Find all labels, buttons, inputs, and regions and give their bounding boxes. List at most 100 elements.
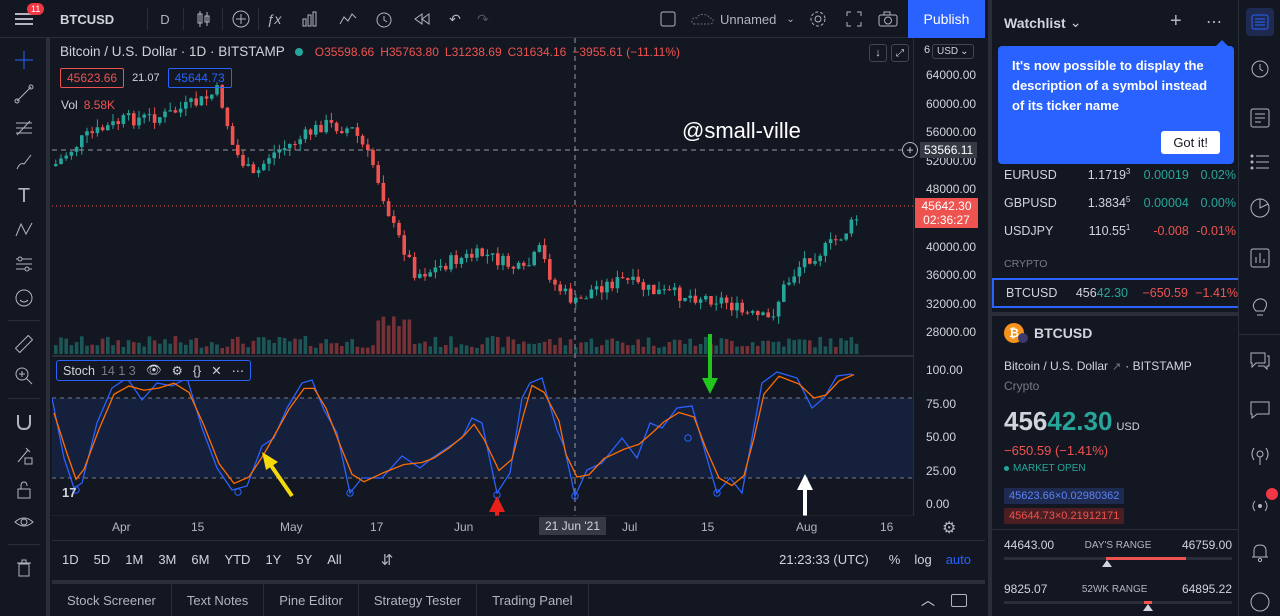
publish-button[interactable]: Publish <box>908 0 985 38</box>
gear-icon[interactable]: ⚙ <box>171 364 183 378</box>
bottom-tab[interactable]: Pine Editor <box>264 584 359 616</box>
sell-button[interactable]: 45623.66 <box>60 68 125 88</box>
range-button[interactable]: 3M <box>158 552 177 567</box>
calendar-list-icon[interactable] <box>1248 150 1272 177</box>
undo-icon[interactable]: ↶ <box>449 10 461 27</box>
collapse-icon[interactable]: ︿ <box>921 592 935 608</box>
expand-icon[interactable] <box>840 0 868 38</box>
bottom-tab[interactable]: Stock Screener <box>52 584 172 616</box>
chart-bars-icon[interactable] <box>1248 246 1272 273</box>
text-tool-icon[interactable]: T <box>17 184 31 207</box>
watchlist-header[interactable]: Watchlist ⌄ <box>1004 14 1081 31</box>
yellow-arrow-annotation <box>262 452 294 498</box>
watchlist-row[interactable]: EURUSD 1.17193 0.00019 0.02% <box>1004 161 1236 189</box>
last-price-value: 45642.30 <box>921 199 972 213</box>
menu-button[interactable]: 11 <box>0 0 50 38</box>
streams-icon[interactable] <box>1248 444 1272 471</box>
comments-icon[interactable] <box>1248 398 1272 425</box>
financials-icon[interactable] <box>296 0 324 38</box>
pattern-icon[interactable] <box>10 216 38 244</box>
lock-icon[interactable] <box>10 476 38 504</box>
percent-toggle[interactable]: % <box>888 552 901 567</box>
indicators-icon[interactable]: ƒx <box>266 11 282 27</box>
watchlist-row[interactable]: USDJPY 110.551 -0.008 -0.01% <box>1004 217 1236 245</box>
more-icon[interactable]: ⋯ <box>231 364 245 378</box>
interval-button[interactable]: D <box>160 11 170 27</box>
bottom-tab[interactable]: Trading Panel <box>477 584 589 616</box>
chart-pane[interactable]: Bitcoin / U.S. Dollar · 1D · BITSTAMP O3… <box>52 38 913 535</box>
pie-icon[interactable] <box>1248 196 1272 223</box>
log-toggle[interactable]: log <box>914 552 932 567</box>
close-icon[interactable]: ✕ <box>211 364 222 378</box>
settings-gear-icon[interactable] <box>804 0 832 38</box>
goto-date-icon[interactable]: ⇵ <box>380 551 394 569</box>
bottom-tab[interactable]: Strategy Tester <box>359 584 478 616</box>
stoch-marker <box>234 488 242 496</box>
plus-circle-icon[interactable]: + <box>902 142 918 158</box>
lock-drawing-icon[interactable] <box>10 442 38 470</box>
crypto-row-btcusd[interactable]: BTCUSD 45642.30 −650.59 −1.41% <box>992 278 1240 308</box>
price-axis[interactable]: 6 USD ⌄ 64000.00 60000.00 56000.00 52000.00 4… <box>902 38 985 537</box>
watchlist-row[interactable]: GBPUSD 1.38345 0.00004 0.00% <box>1004 189 1236 217</box>
got-it-button[interactable]: Got it! <box>1161 131 1220 154</box>
auto-toggle[interactable]: auto <box>945 552 971 567</box>
redo-icon[interactable]: ↷ <box>477 10 489 27</box>
lightbulb-icon[interactable] <box>1248 296 1272 323</box>
range-button[interactable]: YTD <box>224 552 251 567</box>
help-icon[interactable] <box>1248 590 1272 616</box>
ruler-icon[interactable] <box>10 330 38 358</box>
emoji-icon[interactable] <box>10 284 38 312</box>
settings-icon[interactable]: ⚙ <box>942 520 957 537</box>
maximize-icon[interactable]: ⤢ <box>891 44 909 62</box>
crosshair-icon[interactable] <box>10 46 38 74</box>
alert-icon[interactable] <box>370 0 398 38</box>
layout-name-button[interactable]: Unnamed ⌄ <box>690 0 800 38</box>
news-icon[interactable] <box>1248 106 1272 133</box>
eye-visibility-icon[interactable]: 👁 <box>145 363 162 377</box>
more-options-icon[interactable]: ⋯ <box>1206 14 1222 31</box>
range-button[interactable]: 5D <box>93 552 111 567</box>
chat-icon[interactable] <box>1248 348 1272 375</box>
trend-line-icon[interactable] <box>10 80 38 108</box>
magnet-icon[interactable] <box>10 408 38 436</box>
add-symbol-icon[interactable]: + <box>1170 10 1182 32</box>
range-button[interactable]: 1D <box>62 552 79 567</box>
volume-bars <box>54 316 859 354</box>
templates-icon[interactable] <box>334 0 362 38</box>
brush-icon[interactable] <box>10 148 38 176</box>
trash-icon[interactable] <box>10 554 38 582</box>
detail-divider[interactable] <box>992 312 1242 316</box>
fullscreen-toggle-icon[interactable] <box>654 0 682 38</box>
volume-bar <box>782 346 786 354</box>
bottom-tab[interactable]: Text Notes <box>172 584 265 616</box>
symbol-search[interactable]: BTCUSD <box>60 11 115 27</box>
range-button[interactable]: 5Y <box>296 552 313 567</box>
compare-icon[interactable] <box>226 0 256 38</box>
currency-selector[interactable]: USD ⌄ <box>932 44 974 59</box>
range-button[interactable]: 1Y <box>265 552 282 567</box>
stoch-legend[interactable]: Stoch 14 1 3 👁 ⚙ {} ✕ ⋯ <box>56 360 252 381</box>
camera-icon[interactable] <box>874 0 902 38</box>
wk-range-fill <box>1144 601 1152 604</box>
range-button[interactable]: 6M <box>191 552 210 567</box>
bell-icon[interactable] <box>1248 540 1272 567</box>
source-code-icon[interactable]: {} <box>192 363 202 378</box>
broadcast-icon[interactable] <box>1248 494 1272 521</box>
prediction-icon[interactable] <box>10 250 38 278</box>
alarm-clock-icon[interactable] <box>1248 56 1272 83</box>
eye-icon[interactable] <box>10 508 38 536</box>
watchlist-icon[interactable] <box>1246 8 1274 36</box>
maximize-panel-icon[interactable] <box>951 593 967 607</box>
range-button[interactable]: 1M <box>125 552 144 567</box>
external-link-icon[interactable]: ↗ <box>1112 360 1122 373</box>
candles-icon[interactable] <box>188 0 218 38</box>
buy-button[interactable]: 45644.73 <box>167 68 232 88</box>
utc-clock[interactable]: 21:23:33 (UTC) <box>779 552 869 567</box>
replay-icon[interactable] <box>408 0 436 38</box>
zoom-icon[interactable] <box>10 362 38 390</box>
down-arrow-icon[interactable]: ↓ <box>869 44 887 62</box>
price-tick: 56000.00 <box>926 125 977 140</box>
fib-tool-icon[interactable] <box>10 114 38 142</box>
range-button[interactable]: All <box>327 552 342 567</box>
tv-logo-icon[interactable]: 17 <box>62 485 77 500</box>
